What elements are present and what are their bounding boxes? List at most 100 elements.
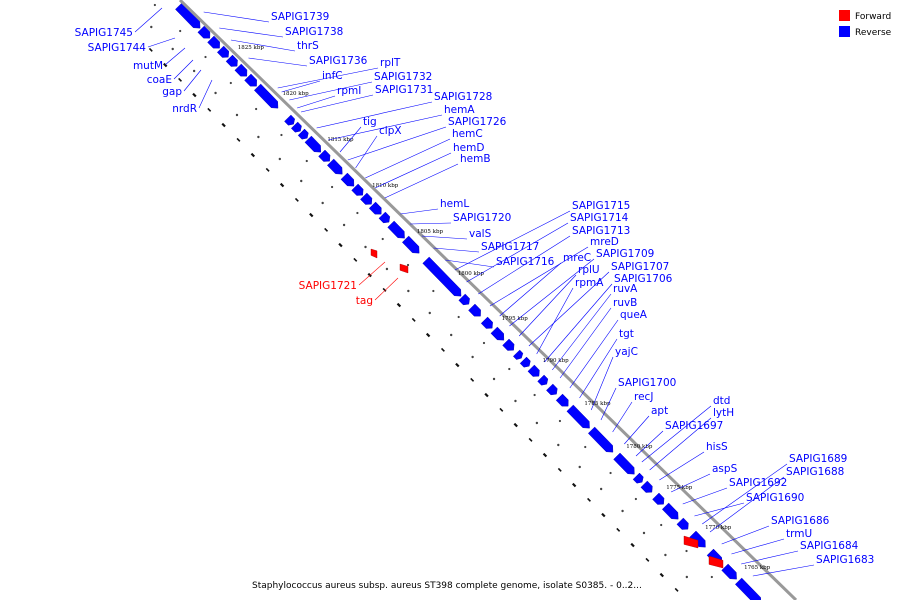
- tick-mark: [659, 572, 664, 578]
- gene-block-reverse: [661, 502, 679, 520]
- gene-block-reverse: [527, 364, 540, 377]
- gene-block-forward: [399, 263, 409, 274]
- tick-mark: [528, 437, 533, 442]
- gene-block-reverse: [207, 35, 220, 49]
- gene-leader-line: [358, 261, 386, 286]
- gene-block-reverse: [217, 45, 230, 58]
- tick-mark: [250, 152, 256, 158]
- gene-label: hemD: [453, 142, 484, 154]
- gene-leader-line: [518, 274, 577, 337]
- gene-label: SAPIG1706: [614, 273, 673, 285]
- gene-leader-line: [569, 319, 619, 389]
- gene-leader-line: [752, 564, 815, 577]
- tick-dot: [634, 497, 637, 501]
- tick-dot: [171, 47, 174, 51]
- tick-dot: [599, 487, 603, 491]
- gene-leader-line: [536, 287, 574, 355]
- gene-block-reverse: [480, 316, 493, 329]
- kbp-tick-label: 1780 kbp: [626, 444, 653, 450]
- gene-label: trmU: [786, 528, 812, 540]
- gene-label: coaE: [147, 74, 172, 86]
- tick-dot: [508, 367, 511, 371]
- tick-mark: [587, 497, 591, 502]
- gene-block-reverse: [537, 374, 549, 386]
- gene-label: rpmI: [337, 85, 361, 97]
- gene-label: infC: [322, 70, 343, 82]
- tick-mark: [367, 272, 372, 278]
- gene-leader-line: [277, 67, 379, 89]
- tick-dot: [584, 445, 587, 449]
- gene-block-reverse: [676, 517, 689, 530]
- tick-dot: [179, 29, 182, 33]
- tick-dot: [533, 393, 536, 397]
- gene-leader-line: [559, 307, 612, 379]
- gene-label: thrS: [297, 40, 319, 52]
- tick-dot: [558, 419, 562, 423]
- gene-leader-line: [281, 80, 321, 93]
- tick-dot: [685, 575, 689, 579]
- gene-label: SAPIG1709: [596, 248, 654, 260]
- gene-leader-line: [466, 222, 569, 283]
- tick-dot: [457, 315, 460, 319]
- gene-label: hisS: [706, 441, 728, 453]
- kbp-tick-label: 1785 kbp: [584, 401, 611, 407]
- gene-leader-line: [433, 247, 480, 253]
- tick-dot: [381, 237, 384, 241]
- gene-leader-line: [374, 277, 399, 301]
- gene-block-reverse: [735, 577, 762, 600]
- tick-mark: [484, 392, 489, 398]
- tick-mark: [279, 182, 285, 188]
- gene-leader-line: [328, 114, 443, 141]
- legend-forward-swatch: [839, 10, 850, 21]
- gene-block-forward: [683, 535, 699, 549]
- gene-leader-line: [230, 39, 296, 52]
- gene-leader-line: [649, 417, 712, 471]
- gene-label: clpX: [379, 125, 402, 137]
- gene-leader-line: [347, 126, 447, 161]
- tick-mark: [265, 167, 270, 172]
- tick-dot: [229, 81, 232, 85]
- gene-label: SAPIG1721: [299, 280, 357, 292]
- tick-dot: [214, 91, 217, 95]
- tick-dot: [235, 113, 239, 117]
- gene-label: SAPIG1744: [88, 42, 147, 54]
- gene-leader-line: [134, 7, 163, 33]
- gene-label: SAPIG1716: [496, 256, 555, 268]
- tick-dot: [406, 263, 410, 267]
- gene-label: dtd: [713, 395, 730, 407]
- tick-dot: [471, 355, 474, 359]
- gene-label: SAPIG1689: [789, 453, 847, 465]
- kbp-tick-label: 1820 kbp: [283, 91, 310, 97]
- gene-block-reverse: [197, 25, 211, 39]
- tick-mark: [338, 242, 343, 248]
- tick-dot: [514, 399, 517, 403]
- gene-block-reverse: [519, 356, 531, 368]
- gene-label: SAPIG1683: [816, 554, 874, 566]
- tick-mark: [324, 227, 329, 232]
- gene-leader-line: [248, 57, 308, 67]
- tick-dot: [578, 465, 581, 469]
- tick-dot: [685, 549, 688, 553]
- tick-dot: [557, 443, 560, 447]
- gene-label: SAPIG1697: [665, 420, 723, 432]
- gene-label: SAPIG1713: [572, 225, 630, 237]
- legend-forward-label: Forward: [855, 12, 891, 22]
- kbp-tick-label: 1765 kbp: [744, 565, 771, 571]
- gene-block-reverse: [387, 220, 405, 239]
- gene-label: SAPIG1690: [746, 492, 804, 504]
- gene-leader-line: [183, 69, 202, 92]
- gene-block-forward: [370, 248, 378, 259]
- gene-leader-line: [203, 11, 270, 23]
- kbp-tick-label: 1815 kbp: [327, 137, 354, 143]
- gene-leader-line: [600, 387, 617, 421]
- gene-label: mutM: [133, 60, 163, 72]
- tick-dot: [535, 421, 539, 425]
- tick-dot: [609, 471, 612, 475]
- genome-backbone: [178, 0, 798, 600]
- tick-mark: [148, 47, 153, 52]
- gene-label: gap: [162, 86, 182, 98]
- gene-leader-line: [173, 59, 194, 80]
- gene-label: rplU: [578, 264, 600, 276]
- gene-label: SAPIG1736: [309, 55, 368, 67]
- gene-block-reverse: [721, 563, 737, 580]
